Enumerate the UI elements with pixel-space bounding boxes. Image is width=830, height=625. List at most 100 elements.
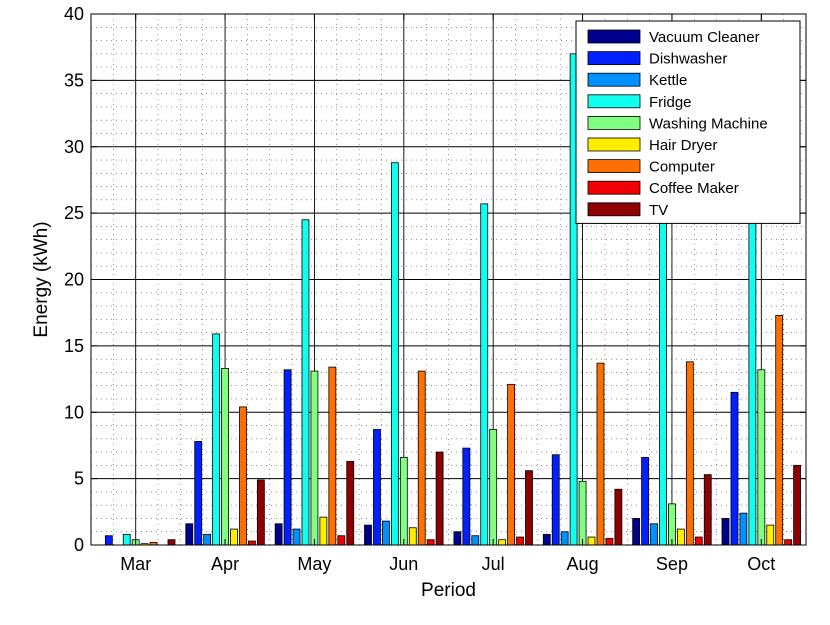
bar	[739, 512, 748, 546]
legend-swatch	[587, 137, 641, 152]
bar	[346, 460, 355, 546]
bar	[641, 456, 649, 546]
bar	[122, 533, 131, 546]
bar	[417, 370, 426, 546]
bar	[650, 523, 658, 546]
y-tick-label: 20	[64, 270, 84, 290]
x-tick-label: Mar	[120, 554, 151, 574]
y-tick-label: 35	[64, 70, 84, 90]
bar	[104, 535, 113, 546]
bar	[694, 536, 703, 546]
bar	[462, 447, 471, 546]
x-tick-label: Oct	[747, 554, 775, 574]
bar	[301, 219, 310, 546]
bar	[489, 429, 498, 546]
bar	[167, 539, 176, 546]
bar	[399, 456, 408, 546]
legend-swatch	[587, 116, 641, 130]
bar	[310, 370, 319, 546]
legend-swatch	[587, 51, 641, 65]
x-tick-label: Jun	[389, 554, 418, 574]
bar	[408, 527, 417, 546]
bar	[793, 464, 802, 546]
bar	[578, 480, 587, 546]
legend-label: Hair Dryer	[649, 137, 717, 154]
y-tick-label: 0	[74, 535, 84, 555]
bar	[703, 474, 712, 546]
x-tick-label: Apr	[211, 554, 239, 574]
legend-swatch	[587, 202, 641, 217]
bar	[319, 516, 328, 546]
x-tick-label: Sep	[656, 554, 688, 574]
legend-label: Computer	[649, 159, 715, 176]
legend-label: Dishwasher	[649, 51, 727, 68]
legend-swatch	[587, 94, 641, 109]
axis-ticks: 0 5 10 15 20 25 30 35 40 Mar Apr May Jun Jul Aug Sep Oct	[64, 4, 806, 574]
bar	[676, 528, 685, 546]
legend-swatch	[587, 180, 641, 195]
bar	[685, 361, 694, 546]
bar	[632, 518, 641, 546]
legend-label: Vacuum Cleaner	[649, 29, 760, 46]
bar	[373, 429, 381, 546]
x-tick-label: Aug	[567, 554, 599, 574]
bar	[730, 391, 739, 546]
legend-swatch	[587, 29, 641, 44]
bar	[453, 531, 462, 546]
bar	[364, 524, 372, 546]
x-tick-label: May	[297, 554, 331, 574]
bar	[507, 383, 515, 546]
x-tick-label: Jul	[482, 554, 505, 574]
bar	[292, 528, 301, 546]
legend-swatch	[587, 72, 641, 87]
bar	[194, 441, 203, 546]
bar	[471, 535, 480, 546]
bar	[274, 523, 283, 546]
bar	[426, 539, 435, 546]
bar	[766, 524, 775, 546]
y-tick-label: 40	[64, 4, 84, 24]
bar	[560, 531, 569, 546]
bar	[221, 368, 229, 546]
bar	[283, 369, 292, 546]
y-tick-label: 25	[64, 203, 84, 223]
bar	[614, 488, 623, 546]
legend-label: Kettle	[649, 72, 687, 89]
bar	[248, 540, 256, 546]
bar	[596, 362, 605, 546]
bar	[203, 533, 212, 546]
bar	[516, 536, 524, 546]
bar	[775, 314, 784, 546]
legend-swatch	[587, 159, 641, 174]
bar	[212, 333, 221, 546]
bar	[390, 162, 399, 546]
bar	[256, 479, 265, 546]
legend-label: TV	[649, 202, 668, 219]
bar	[328, 366, 337, 546]
bar	[668, 503, 676, 546]
bar	[185, 523, 194, 546]
bar	[784, 539, 793, 546]
legend-label: Fridge	[649, 94, 692, 111]
legend: Vacuum Cleaner Dishwasher Kettle Fridge Wash…	[575, 20, 801, 224]
bar	[498, 539, 507, 546]
legend-label: Washing Machine	[649, 115, 768, 132]
bar	[382, 520, 390, 546]
bar	[525, 470, 533, 546]
x-axis-label: Period	[421, 580, 476, 601]
bar	[337, 535, 346, 546]
y-tick-label: 5	[74, 469, 84, 489]
bar	[721, 518, 730, 546]
bar	[587, 536, 596, 546]
bar	[239, 406, 247, 546]
bar	[230, 528, 238, 546]
legend-label: Coffee Maker	[649, 180, 739, 197]
bar	[435, 451, 444, 546]
bar	[757, 369, 766, 546]
y-tick-label: 30	[64, 137, 84, 157]
y-axis-label: Energy (kWh)	[31, 221, 52, 337]
bar	[542, 533, 551, 546]
bar	[480, 203, 489, 546]
bars	[104, 40, 802, 546]
